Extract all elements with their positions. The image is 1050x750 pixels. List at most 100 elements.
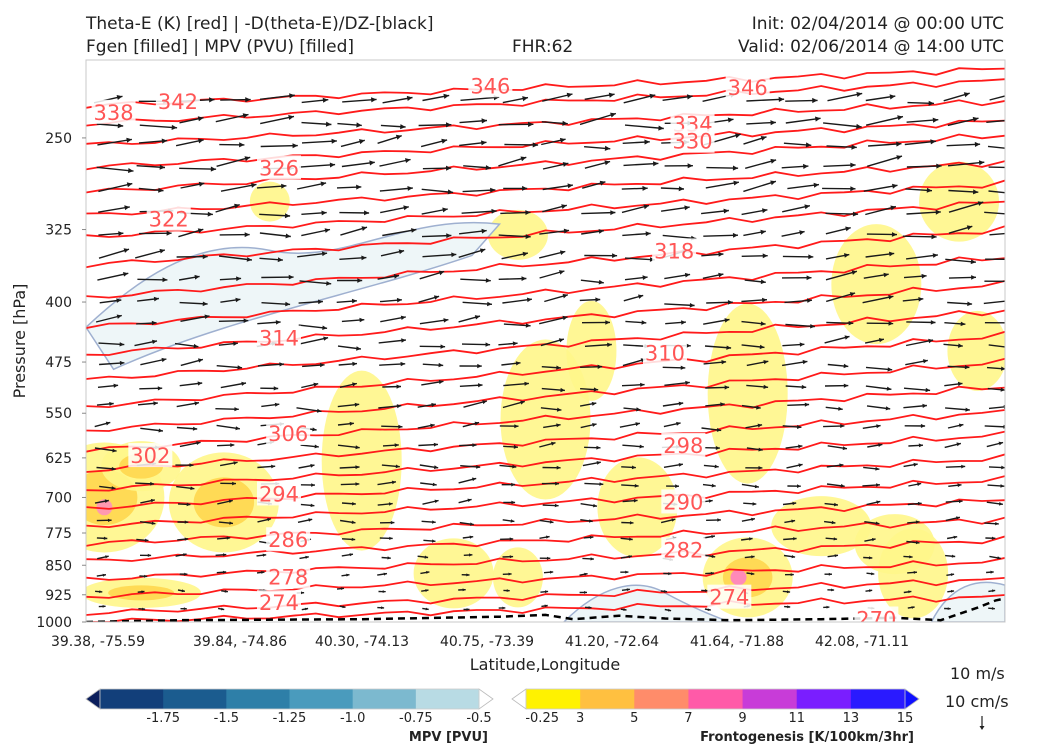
wind-vector-head <box>233 341 238 346</box>
wind-vector-head <box>395 464 400 469</box>
wind-vector-head <box>232 481 236 486</box>
wind-vector-head <box>487 301 492 307</box>
theta-e-line <box>86 225 1005 299</box>
wind-vector-head <box>331 138 337 144</box>
wind-vector-head <box>157 386 163 391</box>
wind-vector-head <box>383 572 387 576</box>
wind-vector <box>215 113 249 123</box>
wind-vector-head <box>556 423 561 428</box>
wind-vector-head <box>184 572 188 576</box>
wind-vector-head <box>770 120 776 126</box>
theta-e-line <box>86 535 1005 581</box>
theta-e-contour-label: 270 <box>856 607 896 631</box>
wind-vector-head <box>198 358 203 363</box>
wind-vector-head <box>491 208 497 214</box>
wind-vector-head <box>198 181 205 187</box>
wind-vector-head <box>708 499 713 503</box>
wind-vector-head <box>598 229 604 234</box>
wind-vector-head <box>245 97 251 103</box>
wind-vector-head <box>625 570 629 574</box>
wind-vector-head <box>512 341 518 346</box>
wind-vector-head <box>267 517 271 522</box>
wind-vector-head <box>840 483 845 488</box>
wind-vector <box>218 319 249 322</box>
colorbar-swatch <box>100 689 164 709</box>
wind-vector-head <box>925 387 931 393</box>
wind-vector-head <box>451 252 457 258</box>
theta-e-line <box>86 430 1005 492</box>
wind-vector-head <box>161 357 167 363</box>
wind-vector-head <box>1003 424 1005 429</box>
wind-vector-head <box>321 251 328 257</box>
contour-label-bg <box>256 325 301 350</box>
wind-vector-head <box>314 444 319 449</box>
theta-e-contour-label: 338 <box>94 101 134 125</box>
wind-vector-head <box>432 482 437 487</box>
wind-vector-head <box>301 591 305 595</box>
wind-vector-head <box>273 386 279 391</box>
theta-e-contour-label: 274 <box>709 586 749 610</box>
wind-vector <box>460 278 491 282</box>
wind-vector-head <box>514 424 519 429</box>
wind-vector-head <box>932 117 939 123</box>
wind-vector <box>259 213 291 217</box>
wind-vector-head <box>395 134 402 140</box>
wind-vector <box>97 272 129 281</box>
wind-vector <box>301 140 337 144</box>
wind-vector-head <box>1017 90 1023 95</box>
theta-e-contour-label: 298 <box>663 434 703 458</box>
wind-vector-head <box>340 587 344 590</box>
wind-vector-head <box>639 444 644 449</box>
colorbar-tick-label: -0.5 <box>466 711 491 726</box>
colorbar-swatch <box>415 689 480 709</box>
wind-vector-head <box>510 519 515 523</box>
wind-vector-head <box>590 557 594 561</box>
y-axis: 250 325 400 475 550 625 700 775 850 925 1000 <box>36 131 86 631</box>
wind-vector <box>863 184 898 192</box>
wind-vector-head <box>803 163 809 169</box>
wind-vector-head <box>932 253 938 258</box>
y-tick-label: 550 <box>45 406 72 422</box>
wind-vector-head <box>797 484 801 488</box>
wind-vector-head <box>102 605 106 608</box>
wind-vector-head <box>229 521 233 525</box>
wind-vector-head <box>678 463 683 467</box>
wind-vector-head <box>285 233 291 239</box>
wind-vector-head <box>759 344 765 350</box>
wind-vector-head <box>604 145 611 151</box>
wind-vector-head <box>198 138 204 144</box>
colorbar-tick-label: -1.75 <box>146 711 180 726</box>
wind-vector-head <box>424 555 429 559</box>
wind-vector-head <box>158 187 164 193</box>
frontogenesis-area <box>492 547 543 608</box>
frontogenesis-area <box>831 224 922 345</box>
wind-vector-head <box>446 233 452 239</box>
wind-vector-head <box>886 386 892 391</box>
wind-vector-head <box>244 232 250 238</box>
wind-vector-head <box>626 588 630 592</box>
wind-vector-head <box>158 428 163 433</box>
wind-vector-head <box>443 318 449 323</box>
wind-vector-head <box>184 537 189 541</box>
wind-vector <box>905 339 934 347</box>
wind-vector-head <box>689 303 695 308</box>
wind-vector-head <box>525 210 531 215</box>
wind-vector-head <box>342 605 346 609</box>
colorbar-tick-label: 15 <box>897 711 914 726</box>
wind-vector-head <box>474 315 480 320</box>
wind-vector-head <box>405 158 411 163</box>
wind-vector-head <box>396 384 401 389</box>
wind-vector-head <box>756 405 761 410</box>
wind-vector <box>827 92 863 102</box>
colorbar-tick-label: -0.75 <box>399 711 433 726</box>
wind-vector-head <box>391 480 396 485</box>
wind-vector-head <box>911 606 915 609</box>
y-tick-label: 700 <box>45 490 72 506</box>
wind-vector-head <box>610 210 616 216</box>
wind-vector-head <box>595 297 601 302</box>
wind-vector <box>988 166 1005 169</box>
colorbar-swatch <box>526 689 581 709</box>
wind-vector-head <box>711 483 716 488</box>
wind-vector-head <box>147 553 152 557</box>
theta-e-contour-label: 346 <box>470 74 510 98</box>
